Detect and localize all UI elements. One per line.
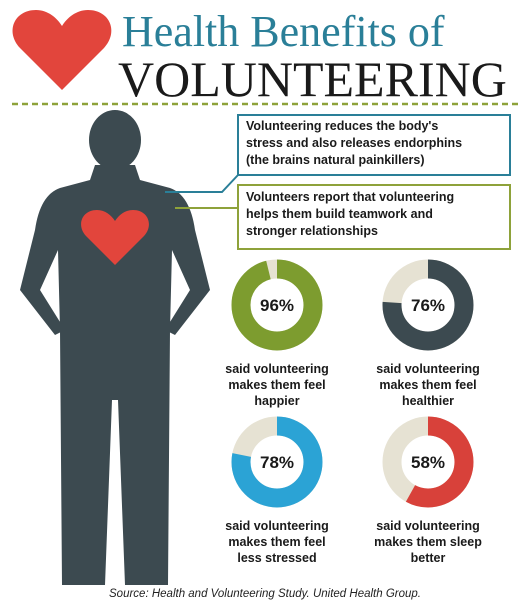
callout-text: stronger relationships <box>246 224 378 238</box>
callout-box <box>237 114 511 176</box>
connector <box>165 174 239 193</box>
source: Source: Health and Volunteering Study. U… <box>109 588 421 600</box>
chest-heart <box>81 210 149 265</box>
caption: said volunteering <box>225 519 329 533</box>
callout-text: stress and also releases endorphins <box>246 136 462 150</box>
donut-arc <box>231 416 323 508</box>
callout-text: helps them build teamwork and <box>246 207 433 221</box>
value-label: 78% <box>260 453 294 472</box>
donut-center <box>251 436 303 488</box>
head <box>89 110 141 170</box>
caption: said volunteering <box>376 362 480 376</box>
donut-arc <box>231 259 323 351</box>
heart-icon <box>12 10 112 90</box>
callout-text: Volunteers report that volunteering <box>246 190 454 204</box>
caption: makes them feel <box>228 535 325 549</box>
caption: said volunteering <box>225 362 329 376</box>
callout-text: Volunteering reduces the body's <box>246 119 438 133</box>
caption: makes them feel <box>379 378 476 392</box>
donut-center <box>402 436 454 488</box>
caption: less stressed <box>237 551 316 565</box>
caption: said volunteering <box>376 519 480 533</box>
caption: makes them sleep <box>374 535 482 549</box>
donut-center <box>251 279 303 331</box>
caption: better <box>411 551 446 565</box>
title-line1: Health Benefits of <box>122 7 445 56</box>
caption: makes them feel <box>228 378 325 392</box>
silhouette <box>20 165 210 585</box>
stats: Volunteering reduces the body's stress an… <box>225 119 482 565</box>
callout-text: (the brains natural painkillers) <box>246 153 425 167</box>
donut-center <box>402 279 454 331</box>
value-label: 96% <box>260 296 294 315</box>
title-line2: VOLUNTEERING <box>118 51 507 107</box>
caption: healthier <box>402 394 454 408</box>
callout-box <box>237 184 511 250</box>
value-label: 76% <box>411 296 445 315</box>
donut-arc <box>382 259 474 351</box>
caption: happier <box>254 394 299 408</box>
value-label: 58% <box>411 453 445 472</box>
donut-arc <box>382 416 474 508</box>
